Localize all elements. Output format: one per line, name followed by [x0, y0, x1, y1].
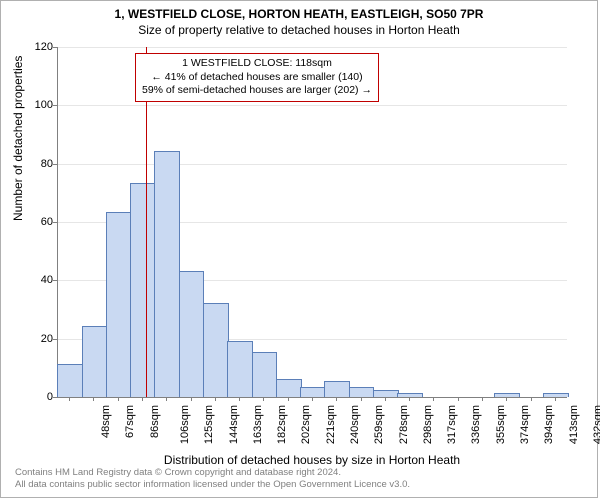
x-tick-label: 317sqm: [446, 405, 458, 444]
x-tick-label: 221sqm: [325, 405, 337, 444]
x-tick-mark: [263, 397, 264, 401]
histogram-bar: [82, 326, 108, 397]
x-tick-label: 202sqm: [301, 405, 313, 444]
histogram-bar: [179, 271, 205, 397]
x-tick-label: 278sqm: [398, 405, 410, 444]
histogram-bar: [300, 387, 326, 397]
info-line: 59% of semi-detached houses are larger (…: [142, 84, 372, 98]
x-tick-label: 48sqm: [100, 405, 112, 438]
chart-title: 1, WESTFIELD CLOSE, HORTON HEATH, EASTLE…: [1, 7, 597, 21]
gridline: [57, 164, 567, 165]
x-tick-mark: [312, 397, 313, 401]
info-line: 1 WESTFIELD CLOSE: 118sqm: [142, 57, 372, 71]
x-tick-label: 432sqm: [592, 405, 600, 444]
footer-attribution: Contains HM Land Registry data © Crown c…: [15, 467, 410, 491]
x-tick-label: 163sqm: [252, 405, 264, 444]
x-tick-mark: [409, 397, 410, 401]
x-tick-mark: [69, 397, 70, 401]
x-tick-mark: [506, 397, 507, 401]
chart-container: 1, WESTFIELD CLOSE, HORTON HEATH, EASTLE…: [0, 0, 598, 498]
histogram-bar: [324, 381, 350, 397]
histogram-bar: [276, 379, 302, 398]
x-tick-mark: [239, 397, 240, 401]
y-tick-label: 40: [41, 274, 53, 286]
info-line: ← 41% of detached houses are smaller (14…: [142, 71, 372, 85]
y-tick-label: 20: [41, 333, 53, 345]
x-tick-mark: [482, 397, 483, 401]
x-tick-mark: [336, 397, 337, 401]
x-tick-label: 355sqm: [495, 405, 507, 444]
footer-line: Contains HM Land Registry data © Crown c…: [15, 467, 410, 479]
x-tick-label: 394sqm: [543, 405, 555, 444]
x-tick-label: 336sqm: [471, 405, 483, 444]
x-tick-label: 125sqm: [203, 405, 215, 444]
x-tick-mark: [215, 397, 216, 401]
x-tick-label: 67sqm: [124, 405, 136, 438]
y-tick-label: 80: [41, 158, 53, 170]
x-tick-label: 259sqm: [373, 405, 385, 444]
y-tick-label: 100: [35, 99, 53, 111]
y-tick-label: 120: [35, 41, 53, 53]
x-tick-mark: [118, 397, 119, 401]
footer-line: All data contains public sector informat…: [15, 479, 410, 491]
histogram-bar: [349, 387, 375, 397]
y-tick-label: 60: [41, 216, 53, 228]
chart-subtitle: Size of property relative to detached ho…: [1, 23, 597, 37]
histogram-bar: [154, 151, 180, 397]
x-tick-mark: [385, 397, 386, 401]
histogram-bar: [227, 341, 253, 397]
x-tick-mark: [361, 397, 362, 401]
x-tick-mark: [555, 397, 556, 401]
x-tick-label: 106sqm: [179, 405, 191, 444]
x-tick-mark: [93, 397, 94, 401]
gridline: [57, 47, 567, 48]
histogram-bar: [252, 352, 278, 397]
histogram-bar: [373, 390, 399, 397]
x-tick-mark: [191, 397, 192, 401]
histogram-bar: [57, 364, 83, 397]
x-tick-mark: [531, 397, 532, 401]
x-tick-label: 86sqm: [149, 405, 161, 438]
x-tick-label: 413sqm: [568, 405, 580, 444]
y-axis-label: Number of detached properties: [11, 56, 25, 221]
x-tick-label: 144sqm: [228, 405, 240, 444]
histogram-bar: [543, 393, 569, 397]
x-tick-label: 298sqm: [422, 405, 434, 444]
histogram-bar: [106, 212, 132, 397]
x-tick-mark: [142, 397, 143, 401]
info-box: 1 WESTFIELD CLOSE: 118sqm← 41% of detach…: [135, 53, 379, 102]
gridline: [57, 105, 567, 106]
plot-area: 02040608010012048sqm67sqm86sqm106sqm125s…: [57, 47, 567, 397]
x-tick-mark: [458, 397, 459, 401]
x-tick-label: 182sqm: [276, 405, 288, 444]
x-tick-mark: [288, 397, 289, 401]
x-tick-label: 240sqm: [349, 405, 361, 444]
x-tick-mark: [166, 397, 167, 401]
histogram-bar: [130, 183, 156, 397]
x-axis-label: Distribution of detached houses by size …: [57, 453, 567, 467]
x-tick-mark: [433, 397, 434, 401]
x-tick-label: 374sqm: [519, 405, 531, 444]
histogram-bar: [203, 303, 229, 397]
y-axis: [57, 47, 58, 397]
